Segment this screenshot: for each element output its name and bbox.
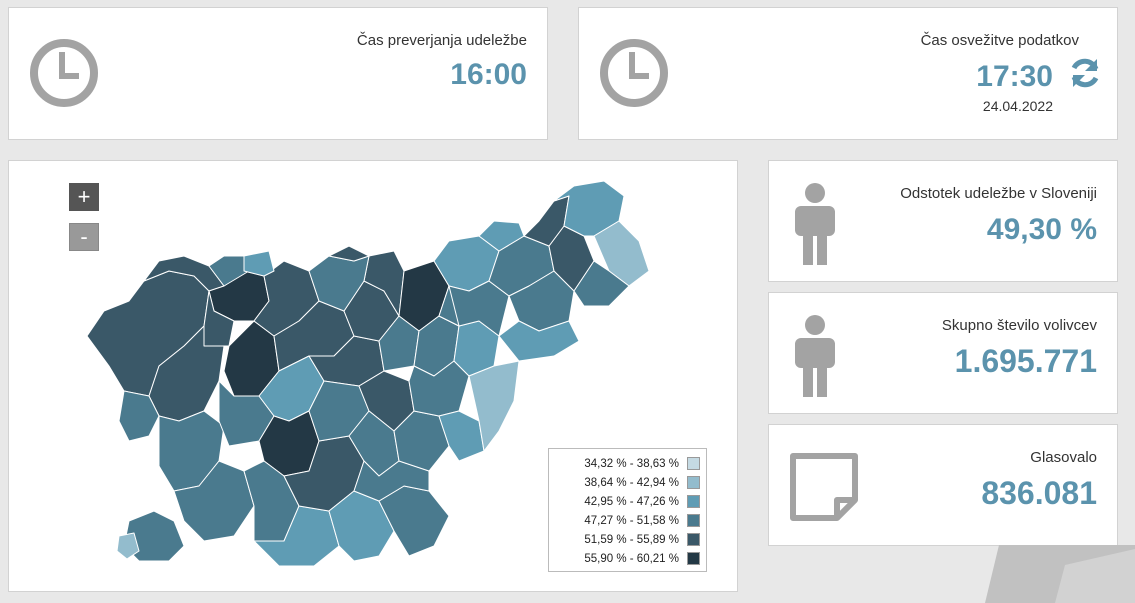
- person-icon: [795, 183, 835, 265]
- legend-swatch: [687, 533, 700, 546]
- legend-swatch: [687, 514, 700, 527]
- total-voters-label: Skupno število volivcev: [941, 317, 1097, 334]
- data-refresh-time: 17:30: [976, 60, 1053, 93]
- legend-label: 34,32 % - 38,63 %: [584, 457, 679, 470]
- data-refresh-card: Čas osvežitve podatkov 17:30 24.04.2022: [578, 7, 1118, 140]
- voted-card: Glasovalo 836.081: [768, 424, 1118, 546]
- municipality-region[interactable]: [438, 285, 460, 327]
- turnout-check-label: Čas preverjanja udeležbe: [356, 32, 527, 49]
- legend-label: 51,59 % - 55,89 %: [584, 533, 679, 546]
- refresh-icon[interactable]: [1068, 56, 1102, 90]
- turnout-check-card: Čas preverjanja udeležbe 16:00: [8, 7, 548, 140]
- legend-item: 47,27 % - 51,58 %: [555, 511, 700, 530]
- voted-value: 836.081: [981, 475, 1097, 511]
- voted-label: Glasovalo: [1030, 449, 1097, 466]
- legend-item: 38,64 % - 42,94 %: [555, 473, 700, 492]
- municipality-region[interactable]: [438, 410, 485, 462]
- legend-label: 42,95 % - 47,26 %: [584, 495, 679, 508]
- municipality-region[interactable]: [498, 320, 580, 362]
- legend-swatch: [687, 457, 700, 470]
- legend-item: 51,59 % - 55,89 %: [555, 530, 700, 549]
- zoom-out-button[interactable]: -: [69, 223, 99, 251]
- legend-item: 34,32 % - 38,63 %: [555, 454, 700, 473]
- municipality-region[interactable]: [468, 360, 520, 452]
- turnout-percent-value: 49,30 %: [986, 213, 1097, 246]
- turnout-map[interactable]: + - 34,32 % - 38,63 % 38,64 % - 42,94 % …: [8, 160, 738, 592]
- legend-label: 47,27 % - 51,58 %: [584, 514, 679, 527]
- data-refresh-label: Čas osvežitve podatkov: [920, 32, 1079, 49]
- municipality-region[interactable]: [573, 260, 630, 307]
- data-refresh-date: 24.04.2022: [982, 98, 1053, 114]
- municipality-region[interactable]: [116, 532, 140, 560]
- turnout-percent-card: Odstotek udeležbe v Sloveniji 49,30 %: [768, 160, 1118, 282]
- person-icon: [795, 315, 835, 397]
- legend-item: 42,95 % - 47,26 %: [555, 492, 700, 511]
- decorative-corner: [985, 545, 1135, 603]
- municipality-region[interactable]: [353, 460, 430, 502]
- municipality-region[interactable]: [118, 390, 160, 442]
- note-icon: [790, 453, 858, 521]
- legend-label: 55,90 % - 60,21 %: [584, 552, 679, 565]
- turnout-percent-label: Odstotek udeležbe v Sloveniji: [900, 185, 1097, 202]
- slovenia-municipality-map[interactable]: [9, 161, 739, 593]
- legend-swatch: [687, 495, 700, 508]
- clock-icon: [30, 39, 98, 107]
- legend-swatch: [687, 476, 700, 489]
- map-legend: 34,32 % - 38,63 % 38,64 % - 42,94 % 42,9…: [548, 448, 707, 572]
- turnout-check-time: 16:00: [450, 58, 527, 91]
- municipality-region[interactable]: [243, 250, 275, 277]
- municipality-region[interactable]: [378, 485, 450, 557]
- legend-swatch: [687, 552, 700, 565]
- municipality-region[interactable]: [478, 220, 525, 252]
- total-voters-value: 1.695.771: [954, 343, 1097, 379]
- clock-icon: [600, 39, 668, 107]
- municipality-region[interactable]: [328, 245, 370, 262]
- legend-label: 38,64 % - 42,94 %: [584, 476, 679, 489]
- total-voters-card: Skupno število volivcev 1.695.771: [768, 292, 1118, 414]
- zoom-in-button[interactable]: +: [69, 183, 99, 211]
- legend-item: 55,90 % - 60,21 %: [555, 549, 700, 568]
